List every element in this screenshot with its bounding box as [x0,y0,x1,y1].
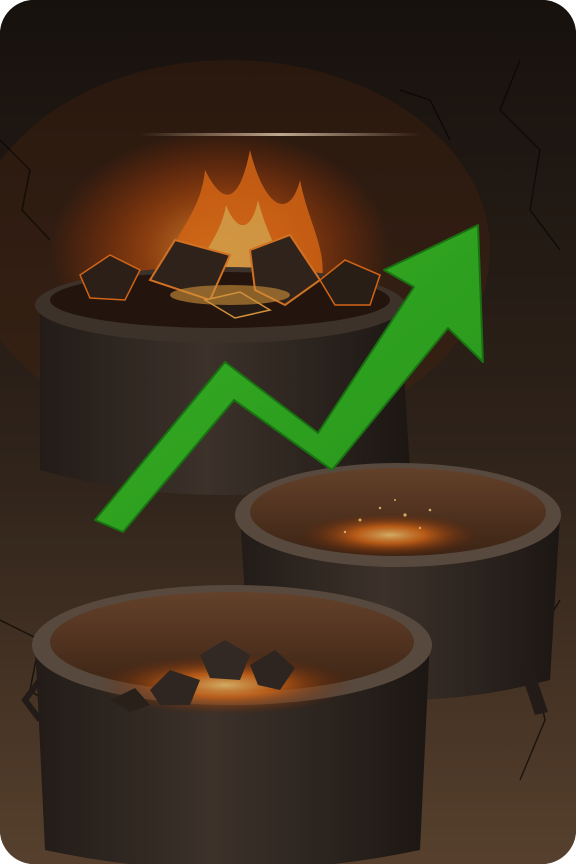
trend-up-arrow-icon [94,224,484,533]
coal-blocks [79,233,381,319]
coals [110,640,295,712]
cauldron-handle [21,678,43,722]
sparks [343,499,432,534]
back-cauldron [35,130,410,495]
embers [300,513,480,557]
middle-cauldron [235,463,561,720]
highlight-line [140,133,420,136]
front-cauldron [21,585,432,864]
